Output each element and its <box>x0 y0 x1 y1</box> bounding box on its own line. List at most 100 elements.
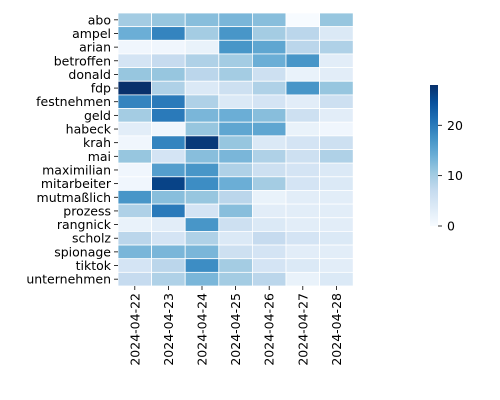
heatmap-cell <box>184 244 220 260</box>
y-tick-label: scholz <box>72 231 111 246</box>
heatmap-cell <box>151 39 186 55</box>
heatmap-cell <box>117 176 152 191</box>
heatmap-cell <box>151 26 186 41</box>
heatmap-cell <box>151 94 186 109</box>
heatmap-cell <box>319 135 354 150</box>
heatmap-cell <box>151 121 186 137</box>
heatmap-cell <box>184 258 220 273</box>
y-tick-label: abo <box>88 12 111 27</box>
y-tick-label: fdp <box>91 81 111 96</box>
heatmap-cell <box>151 162 186 178</box>
y-tick-label: rangnick <box>57 217 112 232</box>
heatmap-cell <box>218 80 253 96</box>
heatmap-cell <box>285 121 320 137</box>
heatmap-cell <box>184 149 220 164</box>
heatmap-cell <box>184 80 220 96</box>
heatmap-cell <box>184 203 220 219</box>
heatmap-cells <box>117 12 354 287</box>
heatmap-cell <box>151 53 186 69</box>
heatmap-cell <box>218 162 253 178</box>
heatmap-cell <box>151 203 186 219</box>
heatmap-cell <box>151 108 186 123</box>
x-tick-label: 2024-04-25 <box>228 293 243 366</box>
heatmap-cell <box>151 271 186 287</box>
heatmap-cell <box>151 190 186 205</box>
heatmap-cell <box>151 176 186 191</box>
heatmap-cell <box>285 258 320 273</box>
heatmap-cell <box>151 230 186 246</box>
y-tick-label: krah <box>83 135 111 150</box>
y-tick-label: festnehmen <box>36 94 111 109</box>
heatmap-cell <box>251 39 287 55</box>
y-tick-label: habeck <box>66 122 112 137</box>
heatmap-cell <box>285 135 320 150</box>
heatmap-cell <box>151 12 186 28</box>
heatmap-cell <box>117 67 152 82</box>
colorbar: 0 10 20 <box>430 85 463 234</box>
heatmap-cell <box>184 108 220 123</box>
heatmap-cell <box>151 149 186 164</box>
heatmap-cell <box>285 244 320 260</box>
heatmap-cell <box>251 121 287 137</box>
heatmap-cell <box>117 12 152 28</box>
heatmap-cell <box>285 271 320 287</box>
heatmap-cell <box>285 80 320 96</box>
heatmap-cell <box>117 190 152 205</box>
heatmap-cell <box>117 230 152 246</box>
heatmap-cell <box>285 203 320 219</box>
heatmap-cell <box>251 230 287 246</box>
heatmap-cell <box>184 230 220 246</box>
colorbar-gradient <box>430 85 438 226</box>
heatmap-cell <box>285 190 320 205</box>
colorbar-ticks: 0 10 20 <box>438 118 463 234</box>
x-tick-label: 2024-04-22 <box>127 293 142 366</box>
heatmap-cell <box>285 176 320 191</box>
heatmap-cell <box>251 26 287 41</box>
heatmap-cell <box>151 135 186 150</box>
heatmap-cell <box>117 108 152 123</box>
heatmap-cell <box>184 162 220 178</box>
y-tick-label: spionage <box>54 244 111 259</box>
heatmap-cell <box>117 244 152 260</box>
heatmap-cell <box>319 149 354 164</box>
heatmap-cell <box>251 108 287 123</box>
heatmap-cell <box>117 94 152 109</box>
heatmap-cell <box>251 53 287 69</box>
heatmap-cell <box>319 12 354 28</box>
heatmap-cell <box>319 94 354 109</box>
y-tick-label: donald <box>68 67 111 82</box>
y-tick-label: tiktok <box>76 258 112 273</box>
heatmap-cell <box>251 135 287 150</box>
heatmap-cell <box>151 80 186 96</box>
heatmap-cell <box>319 271 354 287</box>
x-tick-label: 2024-04-23 <box>161 293 176 366</box>
colorbar-tick-label: 20 <box>447 118 463 133</box>
x-axis-tick-labels: 2024-04-22 2024-04-23 2024-04-24 2024-04-25… <box>127 286 344 366</box>
heatmap-cell <box>218 230 253 246</box>
heatmap-cell <box>117 53 152 69</box>
heatmap-cell <box>285 53 320 69</box>
heatmap-cell <box>251 80 287 96</box>
heatmap-cell <box>251 190 287 205</box>
heatmap-cell <box>117 80 152 96</box>
heatmap-cell <box>218 244 253 260</box>
heatmap-cell <box>151 67 186 82</box>
y-tick-label: geld <box>84 108 111 123</box>
heatmap-cell <box>218 190 253 205</box>
colorbar-tick-label: 0 <box>447 219 455 234</box>
heatmap-cell <box>117 258 152 273</box>
colorbar-tick-label: 10 <box>447 168 463 183</box>
x-tick-label: 2024-04-26 <box>262 293 277 366</box>
heatmap-cell <box>117 149 152 164</box>
y-tick-label: maximilian <box>42 162 111 177</box>
x-tick-label: 2024-04-28 <box>329 293 344 366</box>
heatmap-cell <box>285 230 320 246</box>
heatmap-cell <box>184 26 220 41</box>
heatmap-cell <box>319 26 354 41</box>
heatmap-cell <box>184 176 220 191</box>
heatmap-cell <box>251 12 287 28</box>
heatmap-cell <box>285 26 320 41</box>
heatmap-cell <box>117 271 152 287</box>
heatmap-cell <box>251 258 287 273</box>
heatmap-cell <box>319 217 354 232</box>
